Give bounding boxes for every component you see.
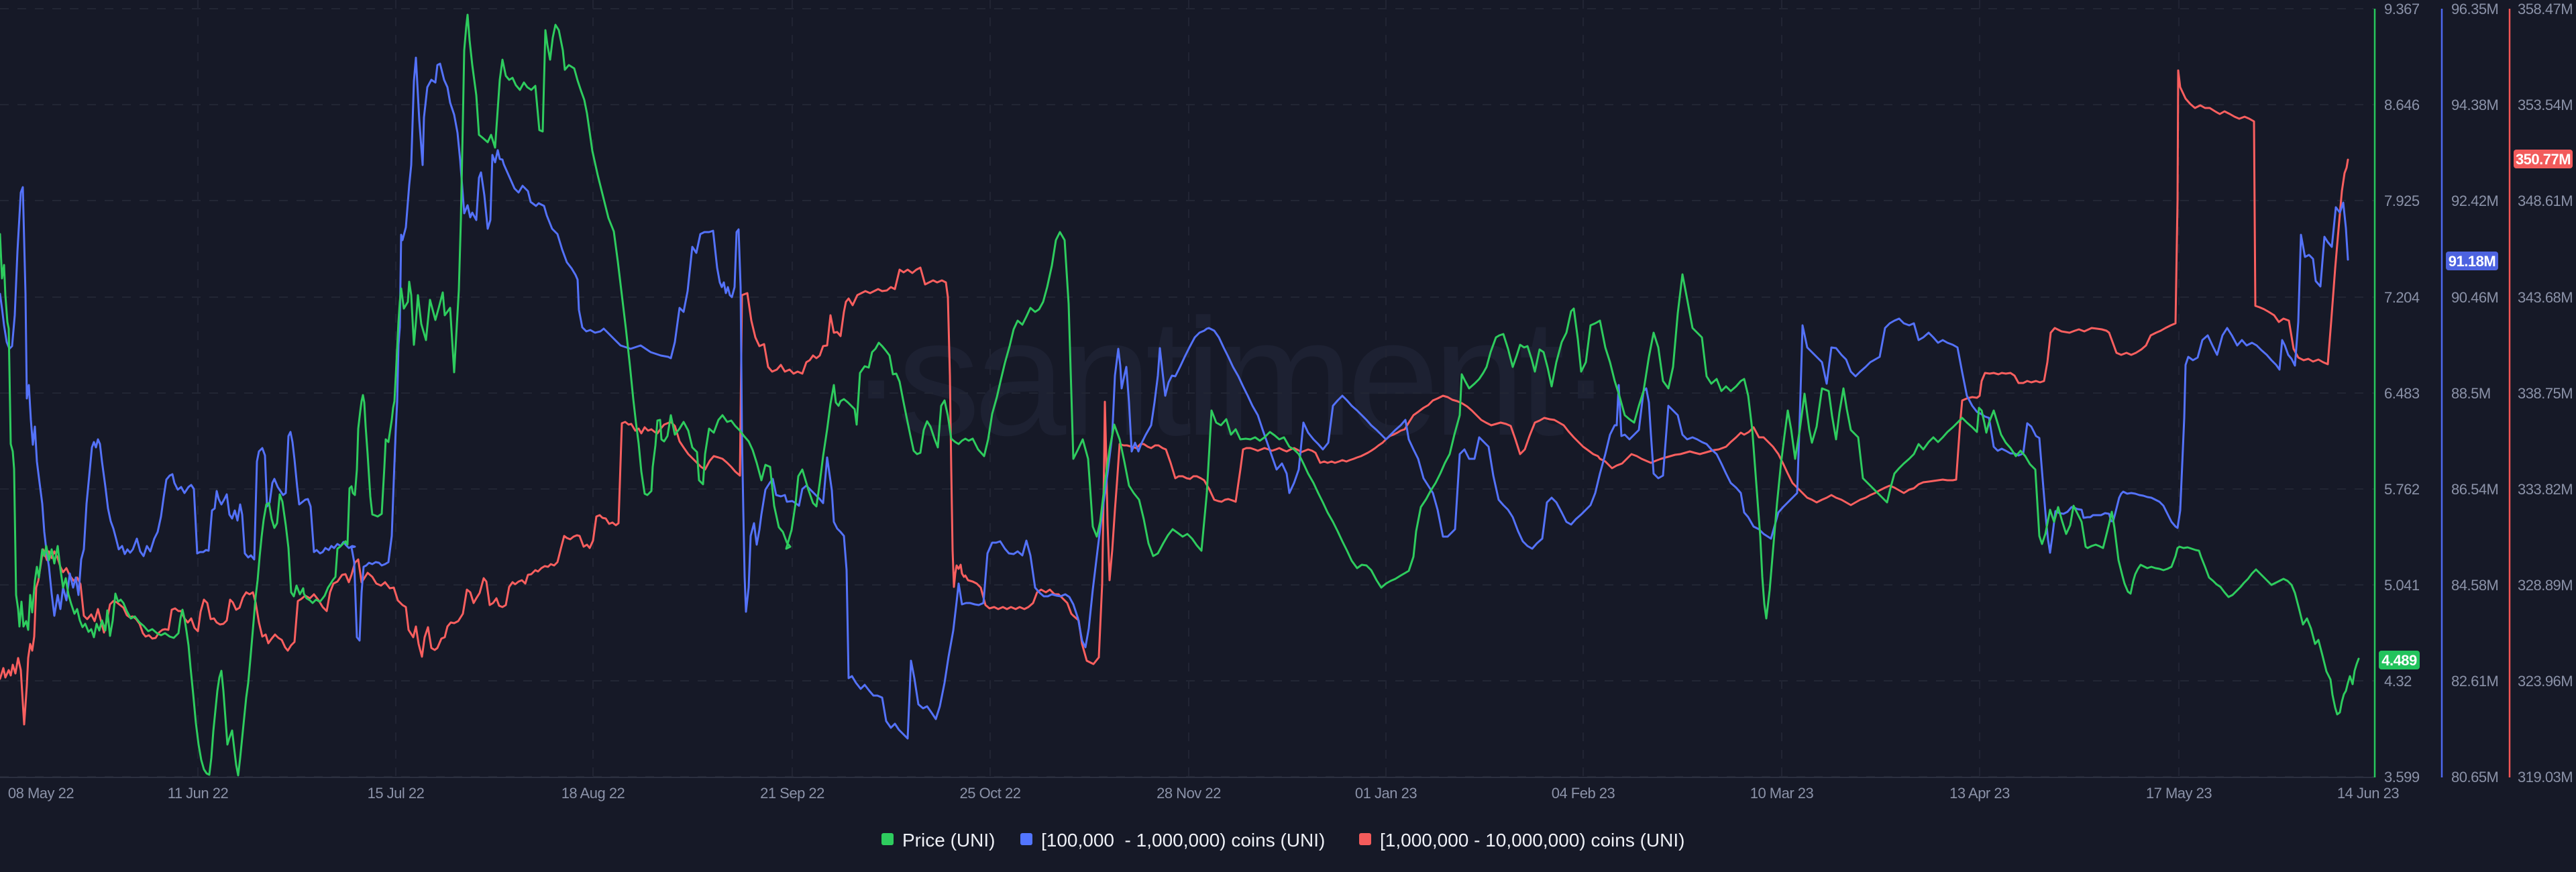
svg-text:4.489: 4.489: [2381, 652, 2417, 669]
svg-text:92.42M: 92.42M: [2451, 193, 2498, 209]
svg-text:10 Mar 23: 10 Mar 23: [1750, 785, 1814, 802]
svg-text:7.925: 7.925: [2384, 193, 2420, 209]
svg-text:15 Jul 22: 15 Jul 22: [368, 785, 425, 802]
svg-text:350.77M: 350.77M: [2516, 151, 2571, 168]
svg-text:01 Jan 23: 01 Jan 23: [1355, 785, 1417, 802]
svg-text:328.89M: 328.89M: [2518, 577, 2573, 594]
svg-text:17 May 23: 17 May 23: [2146, 785, 2212, 802]
svg-text:82.61M: 82.61M: [2451, 673, 2498, 690]
svg-text:28 Nov 22: 28 Nov 22: [1157, 785, 1221, 802]
svg-text:·santiment·: ·santiment·: [849, 284, 1607, 470]
svg-text:86.54M: 86.54M: [2451, 481, 2498, 498]
svg-text:8.646: 8.646: [2384, 97, 2420, 113]
svg-text:13 Apr 23: 13 Apr 23: [1949, 785, 2010, 802]
svg-text:94.38M: 94.38M: [2451, 97, 2498, 113]
svg-text:348.61M: 348.61M: [2518, 193, 2573, 209]
svg-text:91.18M: 91.18M: [2449, 253, 2496, 270]
svg-text:9.367: 9.367: [2384, 1, 2420, 17]
svg-text:08 May 22: 08 May 22: [8, 785, 74, 802]
svg-text:358.47M: 358.47M: [2518, 1, 2573, 17]
svg-text:7.204: 7.204: [2384, 289, 2420, 306]
svg-text:25 Oct 22: 25 Oct 22: [960, 785, 1021, 802]
svg-text:88.5M: 88.5M: [2451, 385, 2491, 402]
svg-text:04 Feb 23: 04 Feb 23: [1552, 785, 1615, 802]
svg-text:323.96M: 323.96M: [2518, 673, 2573, 690]
svg-text:5.041: 5.041: [2384, 577, 2420, 594]
svg-text:353.54M: 353.54M: [2518, 97, 2573, 113]
svg-text:14 Jun 23: 14 Jun 23: [2337, 785, 2399, 802]
svg-text:333.82M: 333.82M: [2518, 481, 2573, 498]
svg-text:21 Sep 22: 21 Sep 22: [760, 785, 824, 802]
svg-text:11 Jun 22: 11 Jun 22: [168, 785, 229, 802]
svg-text:5.762: 5.762: [2384, 481, 2420, 498]
svg-text:4.32: 4.32: [2384, 673, 2412, 690]
svg-text:343.68M: 343.68M: [2518, 289, 2573, 306]
svg-text:338.75M: 338.75M: [2518, 385, 2573, 402]
svg-text:84.58M: 84.58M: [2451, 577, 2498, 594]
svg-text:6.483: 6.483: [2384, 385, 2420, 402]
svg-text:96.35M: 96.35M: [2451, 1, 2498, 17]
svg-text:18 Aug 22: 18 Aug 22: [561, 785, 625, 802]
svg-text:80.65M: 80.65M: [2451, 769, 2498, 785]
svg-text:319.03M: 319.03M: [2518, 769, 2573, 785]
svg-text:3.599: 3.599: [2384, 769, 2420, 785]
svg-text:90.46M: 90.46M: [2451, 289, 2498, 306]
